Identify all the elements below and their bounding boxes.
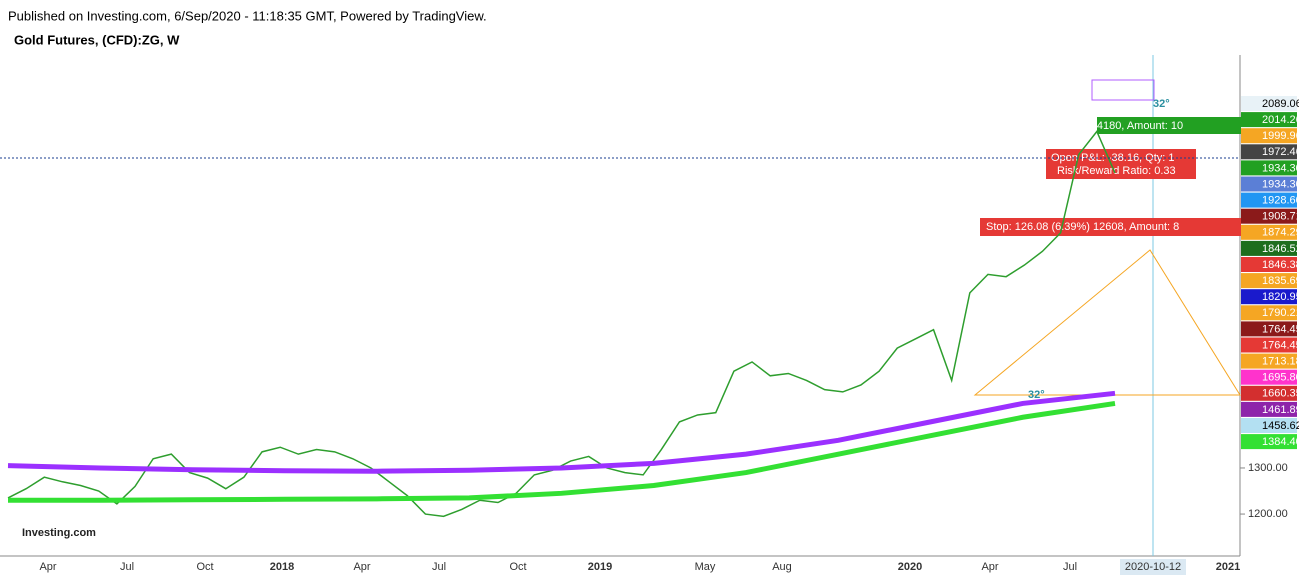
price-tag-label: 1764.45: [1262, 339, 1299, 351]
x-tick-label: 2021: [1216, 561, 1240, 573]
price-tag-label: 1846.38: [1262, 259, 1299, 271]
price-tag-label: 2089.06: [1262, 98, 1299, 110]
price-tag-label: 1384.40: [1262, 436, 1299, 448]
price-tag-label: 1999.96: [1262, 130, 1299, 142]
x-tick-label: May: [695, 561, 716, 573]
price-tag: [1241, 418, 1297, 433]
series-line: [7, 390, 1116, 474]
symbol: Gold Futures, (CFD):ZG, W: [14, 32, 180, 47]
price-tag: [1241, 353, 1297, 369]
price-tag: [1241, 192, 1297, 208]
price-tag-label: 1458.62: [1262, 420, 1299, 432]
price-tag: [1241, 369, 1297, 385]
price-tag-label: 1461.89: [1262, 404, 1299, 416]
price-tag: [1241, 176, 1297, 192]
price-tag-label: 1713.18: [1262, 356, 1299, 368]
target: Target: 41.80 (2.12%) 4180, Amount: 10: [988, 120, 1183, 132]
angle: 32°: [1153, 98, 1170, 110]
price-tag: [1241, 305, 1297, 321]
price-tag-label: 1934.30: [1262, 162, 1299, 174]
price-tag: [1241, 273, 1297, 289]
x-tick-label: Jul: [120, 561, 134, 573]
pattern-box: [1091, 79, 1155, 101]
x-tick-label: 2020: [898, 561, 922, 573]
x-tick-label: Jul: [432, 561, 446, 573]
x-tick-label: Apr: [981, 561, 998, 573]
series-line: [8, 400, 1116, 503]
logo: Investing.com: [22, 527, 96, 539]
x-tick-label: Apr: [353, 561, 370, 573]
x-tick-label: Oct: [509, 561, 526, 573]
price-tag: [1241, 240, 1297, 256]
price-tag-label: 1934.30: [1262, 178, 1299, 190]
price-tag: [1241, 144, 1297, 160]
x-tick-label: Jul: [1063, 561, 1077, 573]
x-tick-label: 2018: [270, 561, 294, 573]
price-tag: [1241, 128, 1297, 144]
price-tag: [1241, 208, 1297, 224]
price-tag: [1241, 160, 1297, 176]
price-tag-label: 1764.45: [1262, 323, 1299, 335]
price-tag: [1241, 96, 1297, 111]
stop-box: [980, 218, 1241, 236]
x-tick-label: Oct: [196, 561, 213, 573]
risk: Risk/Reward Ratio: 0.33: [1057, 165, 1176, 177]
price-tag: [1241, 337, 1297, 353]
price-tag-label: 1820.95: [1262, 291, 1299, 303]
y-tick-label: 1300.00: [1248, 462, 1288, 474]
price-tag-label: 1874.29: [1262, 227, 1299, 239]
published: Published on Investing.com, 6/Sep/2020 -…: [8, 8, 487, 23]
price-tag: [1241, 224, 1297, 240]
date-box: [1120, 559, 1186, 575]
stop: Stop: 126.08 (6.39%) 12608, Amount: 8: [986, 221, 1179, 233]
target-box: [1097, 117, 1241, 134]
price-tag-label: 1790.21: [1262, 307, 1299, 319]
price-tag-label: 1695.80: [1262, 372, 1299, 384]
price-tag: [1241, 112, 1297, 128]
y-tick-label: 1200.00: [1248, 508, 1288, 520]
price-tag-label: 1846.52: [1262, 243, 1299, 255]
price-tag: [1241, 321, 1297, 337]
price-tag-label: 1660.35: [1262, 388, 1299, 400]
angle: 32°: [1028, 389, 1045, 401]
price-tag: [1241, 401, 1297, 417]
pnl-box: [1046, 149, 1196, 179]
price-tag: [1241, 289, 1297, 305]
price-tag-label: 2014.26: [1262, 114, 1299, 126]
x-tick-label: Aug: [772, 561, 792, 573]
price-tag: [1241, 257, 1297, 272]
price-tag-label: 1928.60: [1262, 195, 1299, 207]
price-tag-label: 1972.46: [1262, 146, 1299, 158]
x-tick-label: 2019: [588, 561, 612, 573]
x-tick-label: Apr: [39, 561, 56, 573]
price-tag-label: 1908.71: [1262, 211, 1299, 223]
price-tag: [1241, 385, 1297, 401]
price-tag-label: 1835.69: [1262, 275, 1299, 287]
price-tag: [1241, 434, 1297, 450]
x-tick-label: 2020-10-12: [1125, 561, 1181, 573]
